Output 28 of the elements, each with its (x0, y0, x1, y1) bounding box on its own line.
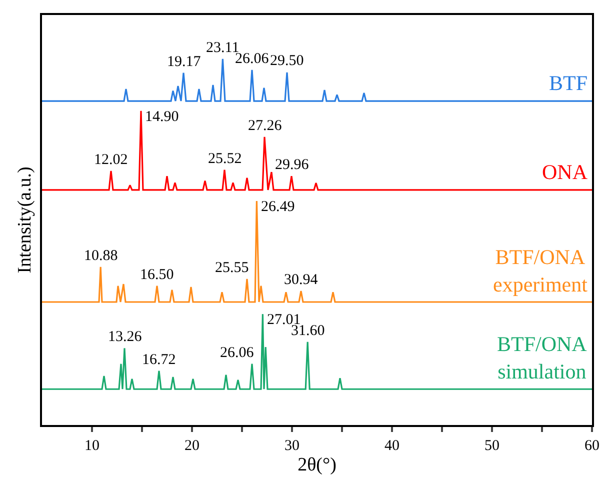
annotation: 25.52 (208, 151, 242, 167)
annotation: 29.50 (270, 53, 304, 69)
annotation: 14.90 (145, 109, 179, 125)
annotation: 19.17 (167, 54, 202, 70)
x-tick-label: 40 (384, 438, 400, 454)
annotation: 26.06 (235, 51, 270, 67)
annotation: 27.26 (248, 118, 282, 134)
x-axis-title: 2θ(°) (298, 454, 336, 476)
x-tick-label: 30 (284, 438, 300, 454)
annotation: 10.88 (84, 248, 118, 264)
annotation: 13.26 (108, 329, 142, 345)
x-tick-label: 60 (584, 438, 600, 454)
series-label: BTF/ONA experiment (493, 245, 588, 296)
annotation: 16.72 (142, 352, 176, 368)
series-label: BTF (549, 71, 588, 95)
annotation: 26.06 (220, 345, 254, 361)
x-tick-label: 50 (484, 438, 500, 454)
annotation: 12.02 (94, 152, 128, 168)
annotation: 29.96 (275, 157, 310, 173)
series-label: BTF/ONA simulation (497, 332, 588, 384)
x-tick-label: 20 (184, 438, 200, 454)
annotation: 16.50 (140, 267, 174, 283)
series-label: ONA (542, 160, 588, 184)
annotation: 26.49 (261, 199, 295, 215)
y-axis-title: Intensity(a.u.) (14, 166, 36, 274)
x-tick-label: 10 (84, 438, 100, 454)
annotation: 30.94 (284, 272, 318, 288)
annotation: 25.55 (215, 260, 249, 276)
